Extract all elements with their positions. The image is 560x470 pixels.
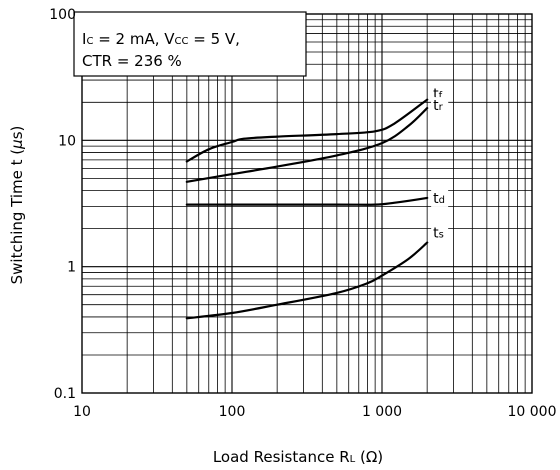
series-label-ts: ts [433,226,444,242]
series-label-bg [431,189,449,207]
series-line-td [185,196,429,206]
annotation-line-2: CTR = 236 % [82,52,182,70]
x-axis-label: Load Resistance RL (Ω) [213,448,383,466]
grid [82,14,532,393]
series-label-tf: tf [433,87,443,103]
y-tick-label: 1 [67,260,76,276]
x-tick-labels: 10 100 1 000 10 000 [73,404,556,420]
series-label-bg [431,224,449,242]
y-tick-label: 10 [58,133,76,149]
plot-border [81,13,533,394]
series-label-tr: tr [433,98,444,114]
x-tick-label: 10 [73,404,91,420]
y-tick-labels: 0.1 1 10 100 [49,7,76,402]
y-tick-label: 100 [49,7,76,23]
x-tick-label: 100 [219,404,246,420]
series-line-ts [185,241,429,320]
y-tick-label: 0.1 [54,386,76,402]
y-axis-label: Switching Time t (μs) [8,126,26,285]
annotation-box: IC = 2 mA, VCC = 5 V, CTR = 236 % [73,11,307,77]
x-tick-label: 10 000 [508,404,557,420]
series-lines [185,98,429,320]
annotation-line-1: IC = 2 mA, VCC = 5 V, [82,30,240,48]
series-label-bg [431,97,449,115]
x-tick-label: 1 000 [362,404,402,420]
series-line-tf [185,98,429,163]
series-label-td: td [433,191,445,207]
series-line-tr [185,107,429,183]
